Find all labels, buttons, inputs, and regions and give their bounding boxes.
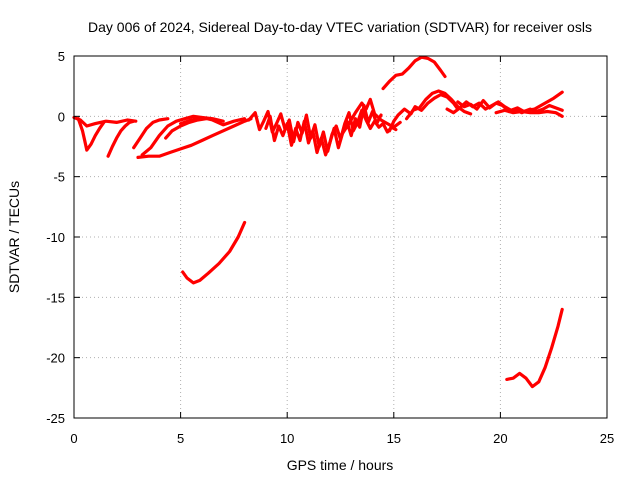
y-axis-label: SDTVAR / TECUs	[6, 181, 22, 293]
series-line-arc-18	[494, 108, 564, 118]
y-tick-label: -20	[46, 351, 65, 366]
x-tick-label: 0	[70, 431, 77, 446]
x-tick-label: 15	[387, 431, 401, 446]
y-tick-labels: 5 0 -5 -10 -15 -20 -25	[46, 49, 65, 426]
x-tick-label: 25	[600, 431, 614, 446]
series-line-arc-11	[264, 103, 383, 157]
x-tick-label: 5	[177, 431, 184, 446]
series-line-arc-12	[341, 97, 402, 135]
axis-ticks	[73, 55, 608, 419]
y-tick-label: -5	[53, 170, 65, 185]
series-line-arc-06	[136, 117, 253, 159]
x-tick-labels: 0 5 10 15 20 25	[70, 431, 614, 446]
series-line-arc-01	[72, 115, 138, 128]
y-tick-label: -10	[46, 230, 65, 245]
x-tick-label: 10	[280, 431, 294, 446]
gridlines	[74, 56, 607, 418]
series-line-arc-19	[505, 307, 564, 389]
series-line-arc-15	[381, 55, 447, 91]
series-line-arc-02	[76, 117, 106, 152]
y-tick-label: -15	[46, 290, 65, 305]
chart-title: Day 006 of 2024, Sidereal Day-to-day VTE…	[88, 19, 592, 35]
y-tick-label: 0	[58, 109, 65, 124]
series-line-arc-04	[132, 117, 170, 150]
series-line-arc-09	[181, 220, 247, 285]
x-axis-label: GPS time / hours	[287, 457, 394, 473]
data-series	[72, 55, 564, 389]
series-line-arc-10	[247, 108, 398, 153]
y-tick-label: -25	[46, 411, 65, 426]
y-tick-label: 5	[58, 49, 65, 64]
x-tick-label: 20	[493, 431, 507, 446]
series-line-arc-03	[106, 119, 136, 158]
series-line-arc-08	[179, 115, 247, 127]
